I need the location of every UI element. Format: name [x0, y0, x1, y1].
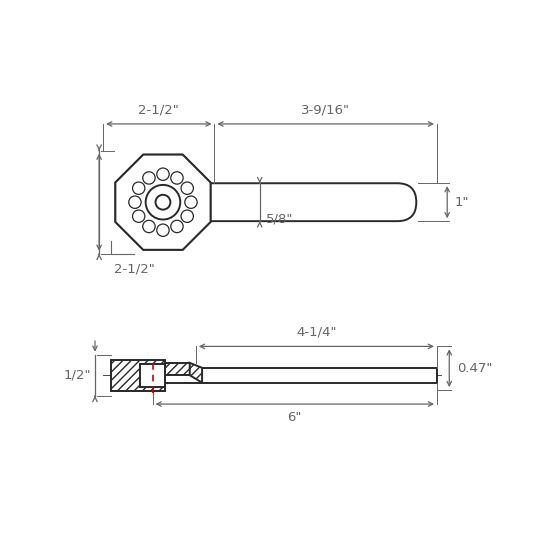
- Bar: [140, 364, 165, 387]
- Circle shape: [156, 195, 170, 210]
- Polygon shape: [190, 363, 202, 383]
- Text: 4-1/4": 4-1/4": [296, 326, 337, 339]
- Bar: [111, 360, 165, 391]
- Circle shape: [133, 210, 145, 223]
- Bar: [140, 364, 165, 387]
- Text: 2-1/2": 2-1/2": [139, 103, 179, 117]
- Circle shape: [129, 196, 141, 208]
- Text: 3-9/16": 3-9/16": [301, 103, 350, 117]
- Text: 1": 1": [455, 196, 469, 209]
- Bar: [165, 363, 190, 375]
- Circle shape: [157, 224, 169, 236]
- Circle shape: [143, 220, 155, 233]
- Circle shape: [181, 210, 193, 223]
- Bar: [122, 368, 437, 383]
- Circle shape: [181, 182, 193, 194]
- Bar: [111, 360, 165, 391]
- Circle shape: [171, 172, 183, 184]
- Circle shape: [133, 182, 145, 194]
- Text: 2-1/2": 2-1/2": [113, 263, 154, 276]
- Text: 6": 6": [288, 411, 302, 424]
- Text: 1/2": 1/2": [63, 369, 91, 381]
- Circle shape: [143, 172, 155, 184]
- Circle shape: [185, 196, 197, 208]
- Circle shape: [146, 185, 180, 219]
- Bar: [165, 363, 190, 375]
- Polygon shape: [116, 155, 211, 250]
- Polygon shape: [116, 155, 211, 250]
- Text: 0.47": 0.47": [457, 362, 492, 374]
- Text: 5/8": 5/8": [266, 212, 293, 225]
- Circle shape: [171, 220, 183, 233]
- Circle shape: [157, 168, 169, 180]
- FancyBboxPatch shape: [163, 184, 416, 221]
